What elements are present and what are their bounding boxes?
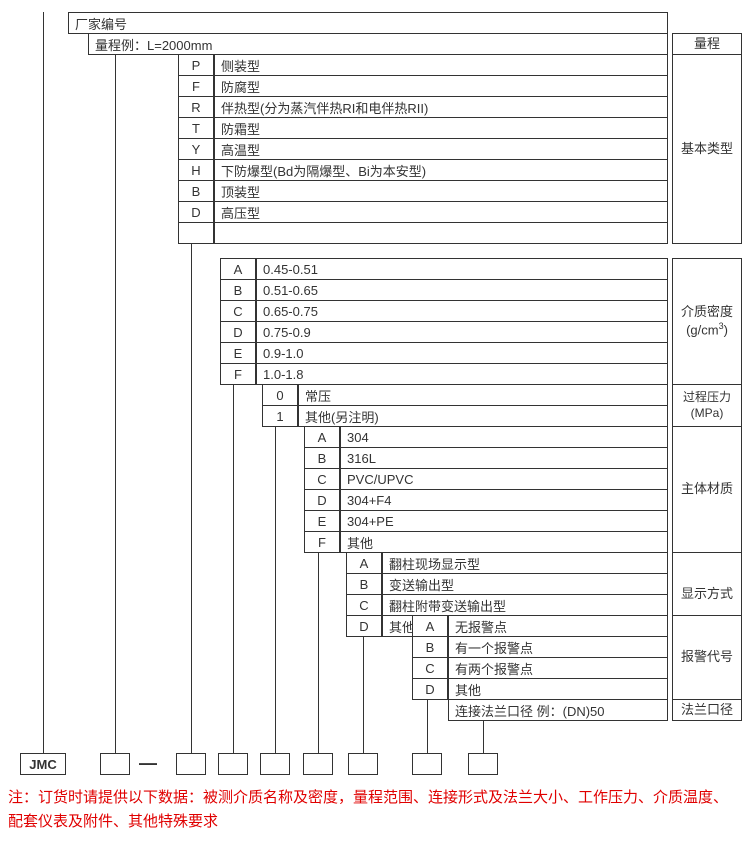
density-code-3: D xyxy=(220,321,256,343)
range-example-label: 量程例：L=2000mm xyxy=(88,33,668,55)
density-code-1: B xyxy=(220,279,256,301)
material-desc-1: 316L xyxy=(340,447,668,469)
density-label-2: (g/cm3) xyxy=(686,321,728,339)
basic-code-5: H xyxy=(178,159,214,181)
footnote-text: 注：订货时请提供以下数据：被测介质名称及密度，量程范围、连接形式及法兰大小、工作… xyxy=(8,786,742,834)
vline-basic xyxy=(191,243,192,753)
box-jmc: JMC xyxy=(20,753,66,775)
density-code-5: F xyxy=(220,363,256,385)
basic-code-1: F xyxy=(178,75,214,97)
display-code-2: C xyxy=(346,594,382,616)
material-desc-3: 304+F4 xyxy=(340,489,668,511)
vline-alarm xyxy=(427,699,428,753)
density-desc-1: 0.51-0.65 xyxy=(256,279,668,301)
basic-blank-code xyxy=(178,222,214,244)
box-range xyxy=(100,753,130,775)
material-code-3: D xyxy=(304,489,340,511)
vline-pressure xyxy=(275,426,276,753)
pressure-label-1: 过程压力 xyxy=(683,390,731,406)
material-code-0: A xyxy=(304,426,340,448)
alarm-desc-1: 有一个报警点 xyxy=(448,636,668,658)
density-label: 介质密度 (g/cm3) xyxy=(672,258,742,385)
basic-code-0: P xyxy=(178,54,214,76)
material-label: 主体材质 xyxy=(672,426,742,553)
density-label-1: 介质密度 xyxy=(681,304,733,321)
flange-desc: 连接法兰口径 例：(DN)50 xyxy=(448,699,668,721)
basic-code-2: R xyxy=(178,96,214,118)
basic-desc-7: 高压型 xyxy=(214,201,668,223)
box-display xyxy=(348,753,378,775)
display-desc-1: 变送输出型 xyxy=(382,573,668,595)
alarm-code-0: A xyxy=(412,615,448,637)
alarm-desc-3: 其他 xyxy=(448,678,668,700)
alarm-desc-0: 无报警点 xyxy=(448,615,668,637)
density-code-2: C xyxy=(220,300,256,322)
vline-range xyxy=(115,54,116,753)
vline-density xyxy=(233,384,234,753)
material-desc-4: 304+PE xyxy=(340,510,668,532)
display-code-0: A xyxy=(346,552,382,574)
display-code-3: D xyxy=(346,615,382,637)
selection-diagram: 厂家编号 量程例：L=2000mm 量程 P 侧装型 F 防腐型 R 伴热型(分… xyxy=(8,8,742,837)
box-pressure xyxy=(260,753,290,775)
pressure-desc-0: 常压 xyxy=(298,384,668,406)
basic-desc-0: 侧装型 xyxy=(214,54,668,76)
material-code-2: C xyxy=(304,468,340,490)
alarm-desc-2: 有两个报警点 xyxy=(448,657,668,679)
material-desc-2: PVC/UPVC xyxy=(340,468,668,490)
box-flange xyxy=(468,753,498,775)
box-basic xyxy=(176,753,206,775)
density-desc-4: 0.9-1.0 xyxy=(256,342,668,364)
basic-code-4: Y xyxy=(178,138,214,160)
basic-desc-4: 高温型 xyxy=(214,138,668,160)
pressure-label-2: (MPa) xyxy=(691,406,724,422)
material-desc-0: 304 xyxy=(340,426,668,448)
basic-code-6: B xyxy=(178,180,214,202)
basic-desc-1: 防腐型 xyxy=(214,75,668,97)
pressure-desc-1: 其他(另注明) xyxy=(298,405,668,427)
vline-jmc xyxy=(43,12,44,753)
box-alarm xyxy=(412,753,442,775)
density-desc-3: 0.75-0.9 xyxy=(256,321,668,343)
display-code-1: B xyxy=(346,573,382,595)
display-desc-0: 翻柱现场显示型 xyxy=(382,552,668,574)
alarm-code-3: D xyxy=(412,678,448,700)
basic-desc-2: 伴热型(分为蒸汽伴热RI和电伴热RII) xyxy=(214,96,668,118)
basic-blank-desc xyxy=(214,222,668,244)
density-desc-5: 1.0-1.8 xyxy=(256,363,668,385)
alarm-code-1: B xyxy=(412,636,448,658)
vline-material xyxy=(318,552,319,753)
range-right-label: 量程 xyxy=(672,33,742,55)
manufacturer-label: 厂家编号 xyxy=(68,12,668,34)
basic-code-3: T xyxy=(178,117,214,139)
density-code-4: E xyxy=(220,342,256,364)
material-code-4: E xyxy=(304,510,340,532)
box-material xyxy=(303,753,333,775)
basic-desc-3: 防霜型 xyxy=(214,117,668,139)
material-code-1: B xyxy=(304,447,340,469)
flange-label: 法兰口径 xyxy=(672,699,742,721)
pressure-code-1: 1 xyxy=(262,405,298,427)
basic-type-label: 基本类型 xyxy=(672,54,742,244)
density-code-0: A xyxy=(220,258,256,280)
basic-code-7: D xyxy=(178,201,214,223)
dash-separator: — xyxy=(139,753,157,774)
basic-desc-5: 下防爆型(Bd为隔爆型、Bi为本安型) xyxy=(214,159,668,181)
basic-desc-6: 顶装型 xyxy=(214,180,668,202)
box-density xyxy=(218,753,248,775)
material-code-5: F xyxy=(304,531,340,553)
density-desc-0: 0.45-0.51 xyxy=(256,258,668,280)
pressure-code-0: 0 xyxy=(262,384,298,406)
density-desc-2: 0.65-0.75 xyxy=(256,300,668,322)
vline-flange xyxy=(483,720,484,753)
vline-display xyxy=(363,636,364,753)
alarm-label: 报警代号 xyxy=(672,615,742,700)
pressure-label: 过程压力 (MPa) xyxy=(672,384,742,427)
material-desc-5: 其他 xyxy=(340,531,668,553)
display-desc-2: 翻柱附带变送输出型 xyxy=(382,594,668,616)
alarm-code-2: C xyxy=(412,657,448,679)
